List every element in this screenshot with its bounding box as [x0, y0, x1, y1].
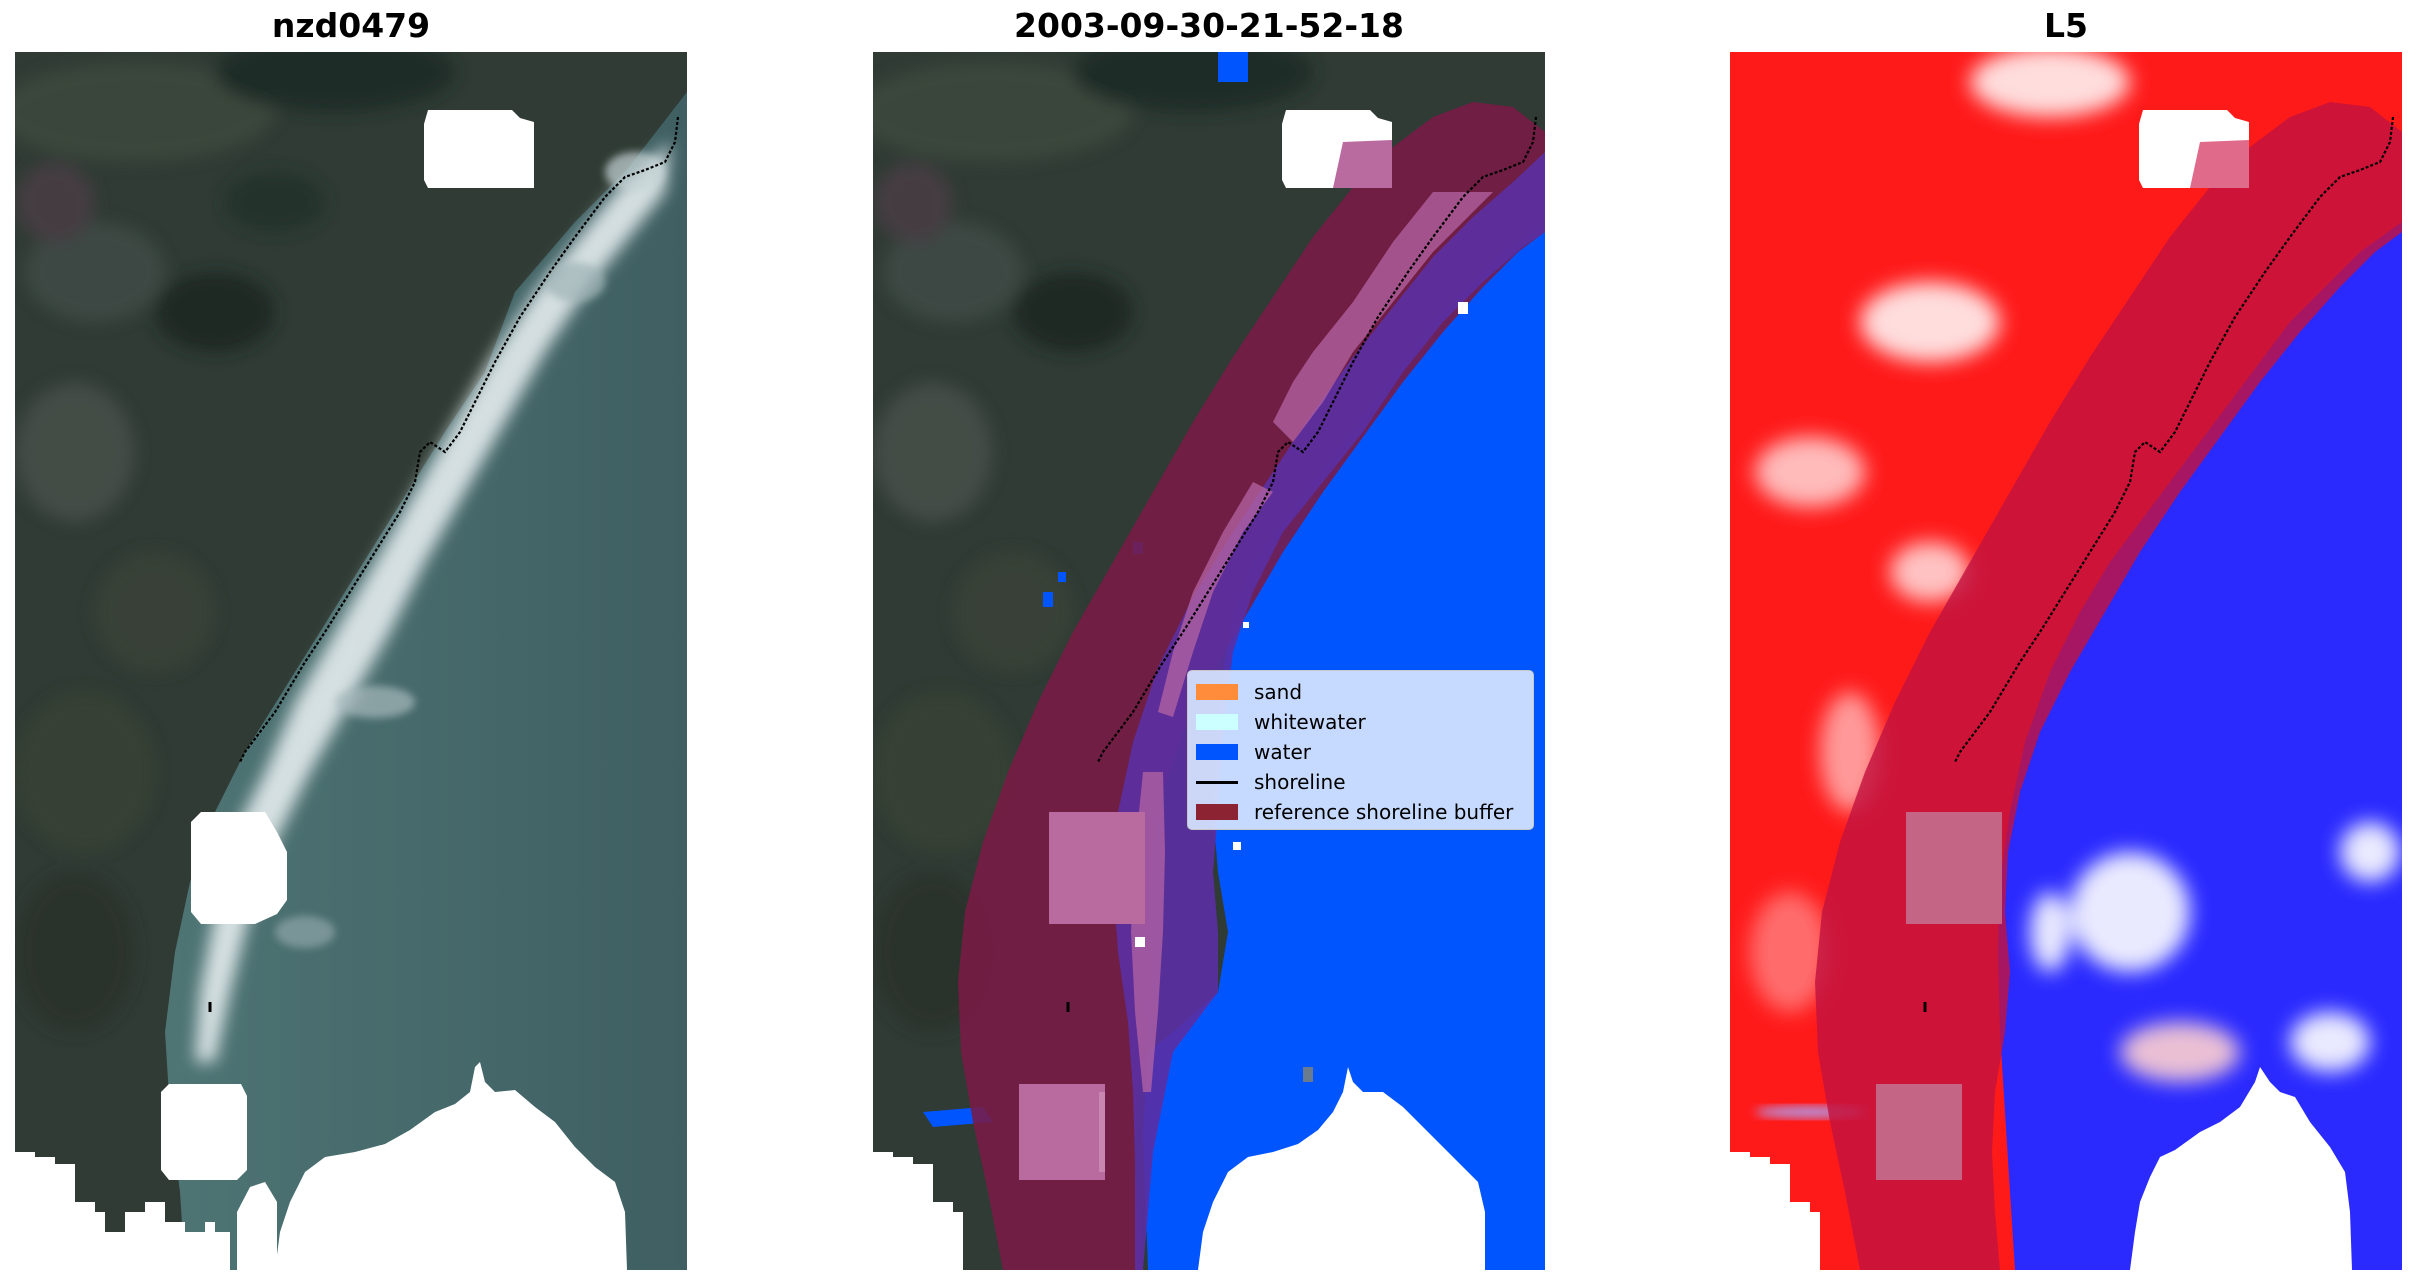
panel-title-date: 2003-09-30-21-52-18 [1014, 6, 1404, 45]
legend-item-reference-buffer: reference shoreline buffer [1196, 797, 1525, 827]
legend-label-sand: sand [1254, 680, 1303, 704]
legend-item-sand: sand [1196, 677, 1525, 707]
legend: sand whitewater water shoreline referenc… [1187, 670, 1534, 830]
classified-image-panel [873, 52, 1545, 1270]
legend-label-whitewater: whitewater [1254, 710, 1366, 734]
panel-title-site: nzd0479 [271, 6, 431, 45]
index-image [1730, 52, 2402, 1270]
rgb-image [15, 52, 687, 1270]
legend-item-whitewater: whitewater [1196, 707, 1525, 737]
legend-label-shoreline: shoreline [1254, 770, 1346, 794]
panel-title-satellite: L5 [2044, 6, 2088, 45]
index-image-panel [1730, 52, 2402, 1270]
rgb-image-panel [15, 52, 687, 1270]
legend-swatch-sand [1196, 684, 1238, 700]
classified-image [873, 52, 1545, 1270]
legend-label-reference-buffer: reference shoreline buffer [1254, 800, 1514, 824]
legend-line-shoreline [1196, 780, 1238, 784]
legend-label-water: water [1254, 740, 1311, 764]
legend-item-shoreline: shoreline [1196, 767, 1525, 797]
legend-swatch-water [1196, 744, 1238, 760]
legend-swatch-whitewater [1196, 714, 1238, 730]
legend-item-water: water [1196, 737, 1525, 767]
legend-swatch-reference-buffer [1196, 804, 1238, 820]
